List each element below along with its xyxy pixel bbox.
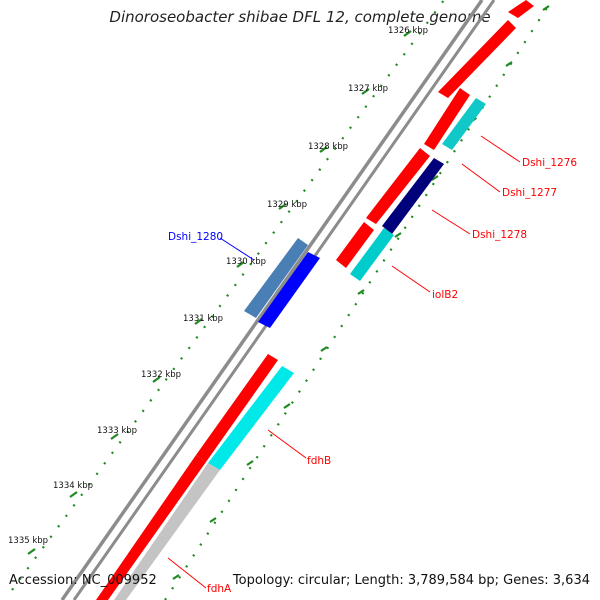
tick-label: 1328 kbp [308,142,348,152]
gene-features [96,0,534,600]
cds-feature-dshi-1276 [442,98,486,150]
cds-feature-fdha [96,455,206,600]
tick-marks [27,30,412,555]
gene-labels: Dshi_1276 Dshi_1277 Dshi_1278 iolB2 Dshi… [168,157,577,595]
tick-label: 1334 kbp [53,481,93,491]
outer-dotted-ring [11,0,445,591]
cds-feature [424,88,470,150]
gene-label-dshi-1277: Dshi_1277 [502,187,557,199]
tick-label: 1331 kbp [183,314,223,324]
cds-feature [208,366,294,470]
backbone [60,0,484,600]
tick-label: 1332 kbp [141,370,181,380]
gene-label-dshi-1278: Dshi_1278 [472,229,527,241]
tick-label: 1327 kbp [348,84,388,94]
cds-feature [438,20,516,98]
cds-feature [336,222,374,268]
tick-label: 1330 kbp [226,257,266,267]
gene-label-fdha: fdhA [207,583,232,595]
gene-label-dshi-1280: Dshi_1280 [168,231,223,243]
map-title: Dinoroseobacter shibae DFL 12, complete … [109,8,491,26]
gene-label-fdhb: fdhB [307,455,331,467]
gene-label-dshi-1276: Dshi_1276 [522,157,577,169]
gene-label-iolb2: iolB2 [432,289,458,301]
cds-feature-fdhb [196,354,278,462]
cds-feature-iolb2 [350,228,394,281]
leader-lines [167,135,521,589]
cds-feature-dshi-1280 [244,238,308,318]
tick-label: 1333 kbp [97,426,137,436]
tick-label: 1326 kbp [388,26,428,36]
cds-feature [258,252,320,328]
rna-feature [114,463,220,600]
inner-dotted-ring [164,0,553,600]
cds-feature [508,0,534,18]
cds-feature [366,148,430,224]
cds-feature-dshi-1278 [382,158,444,234]
tick-label: 1329 kbp [267,200,307,210]
tick-labels: 1326 kbp 1327 kbp 1328 kbp 1329 kbp 1330… [8,26,428,546]
accession-text: Accession: NC_009952 [9,573,157,588]
tick-label: 1335 kbp [8,536,48,546]
genome-summary-text: Topology: circular; Length: 3,789,584 bp… [232,573,590,588]
